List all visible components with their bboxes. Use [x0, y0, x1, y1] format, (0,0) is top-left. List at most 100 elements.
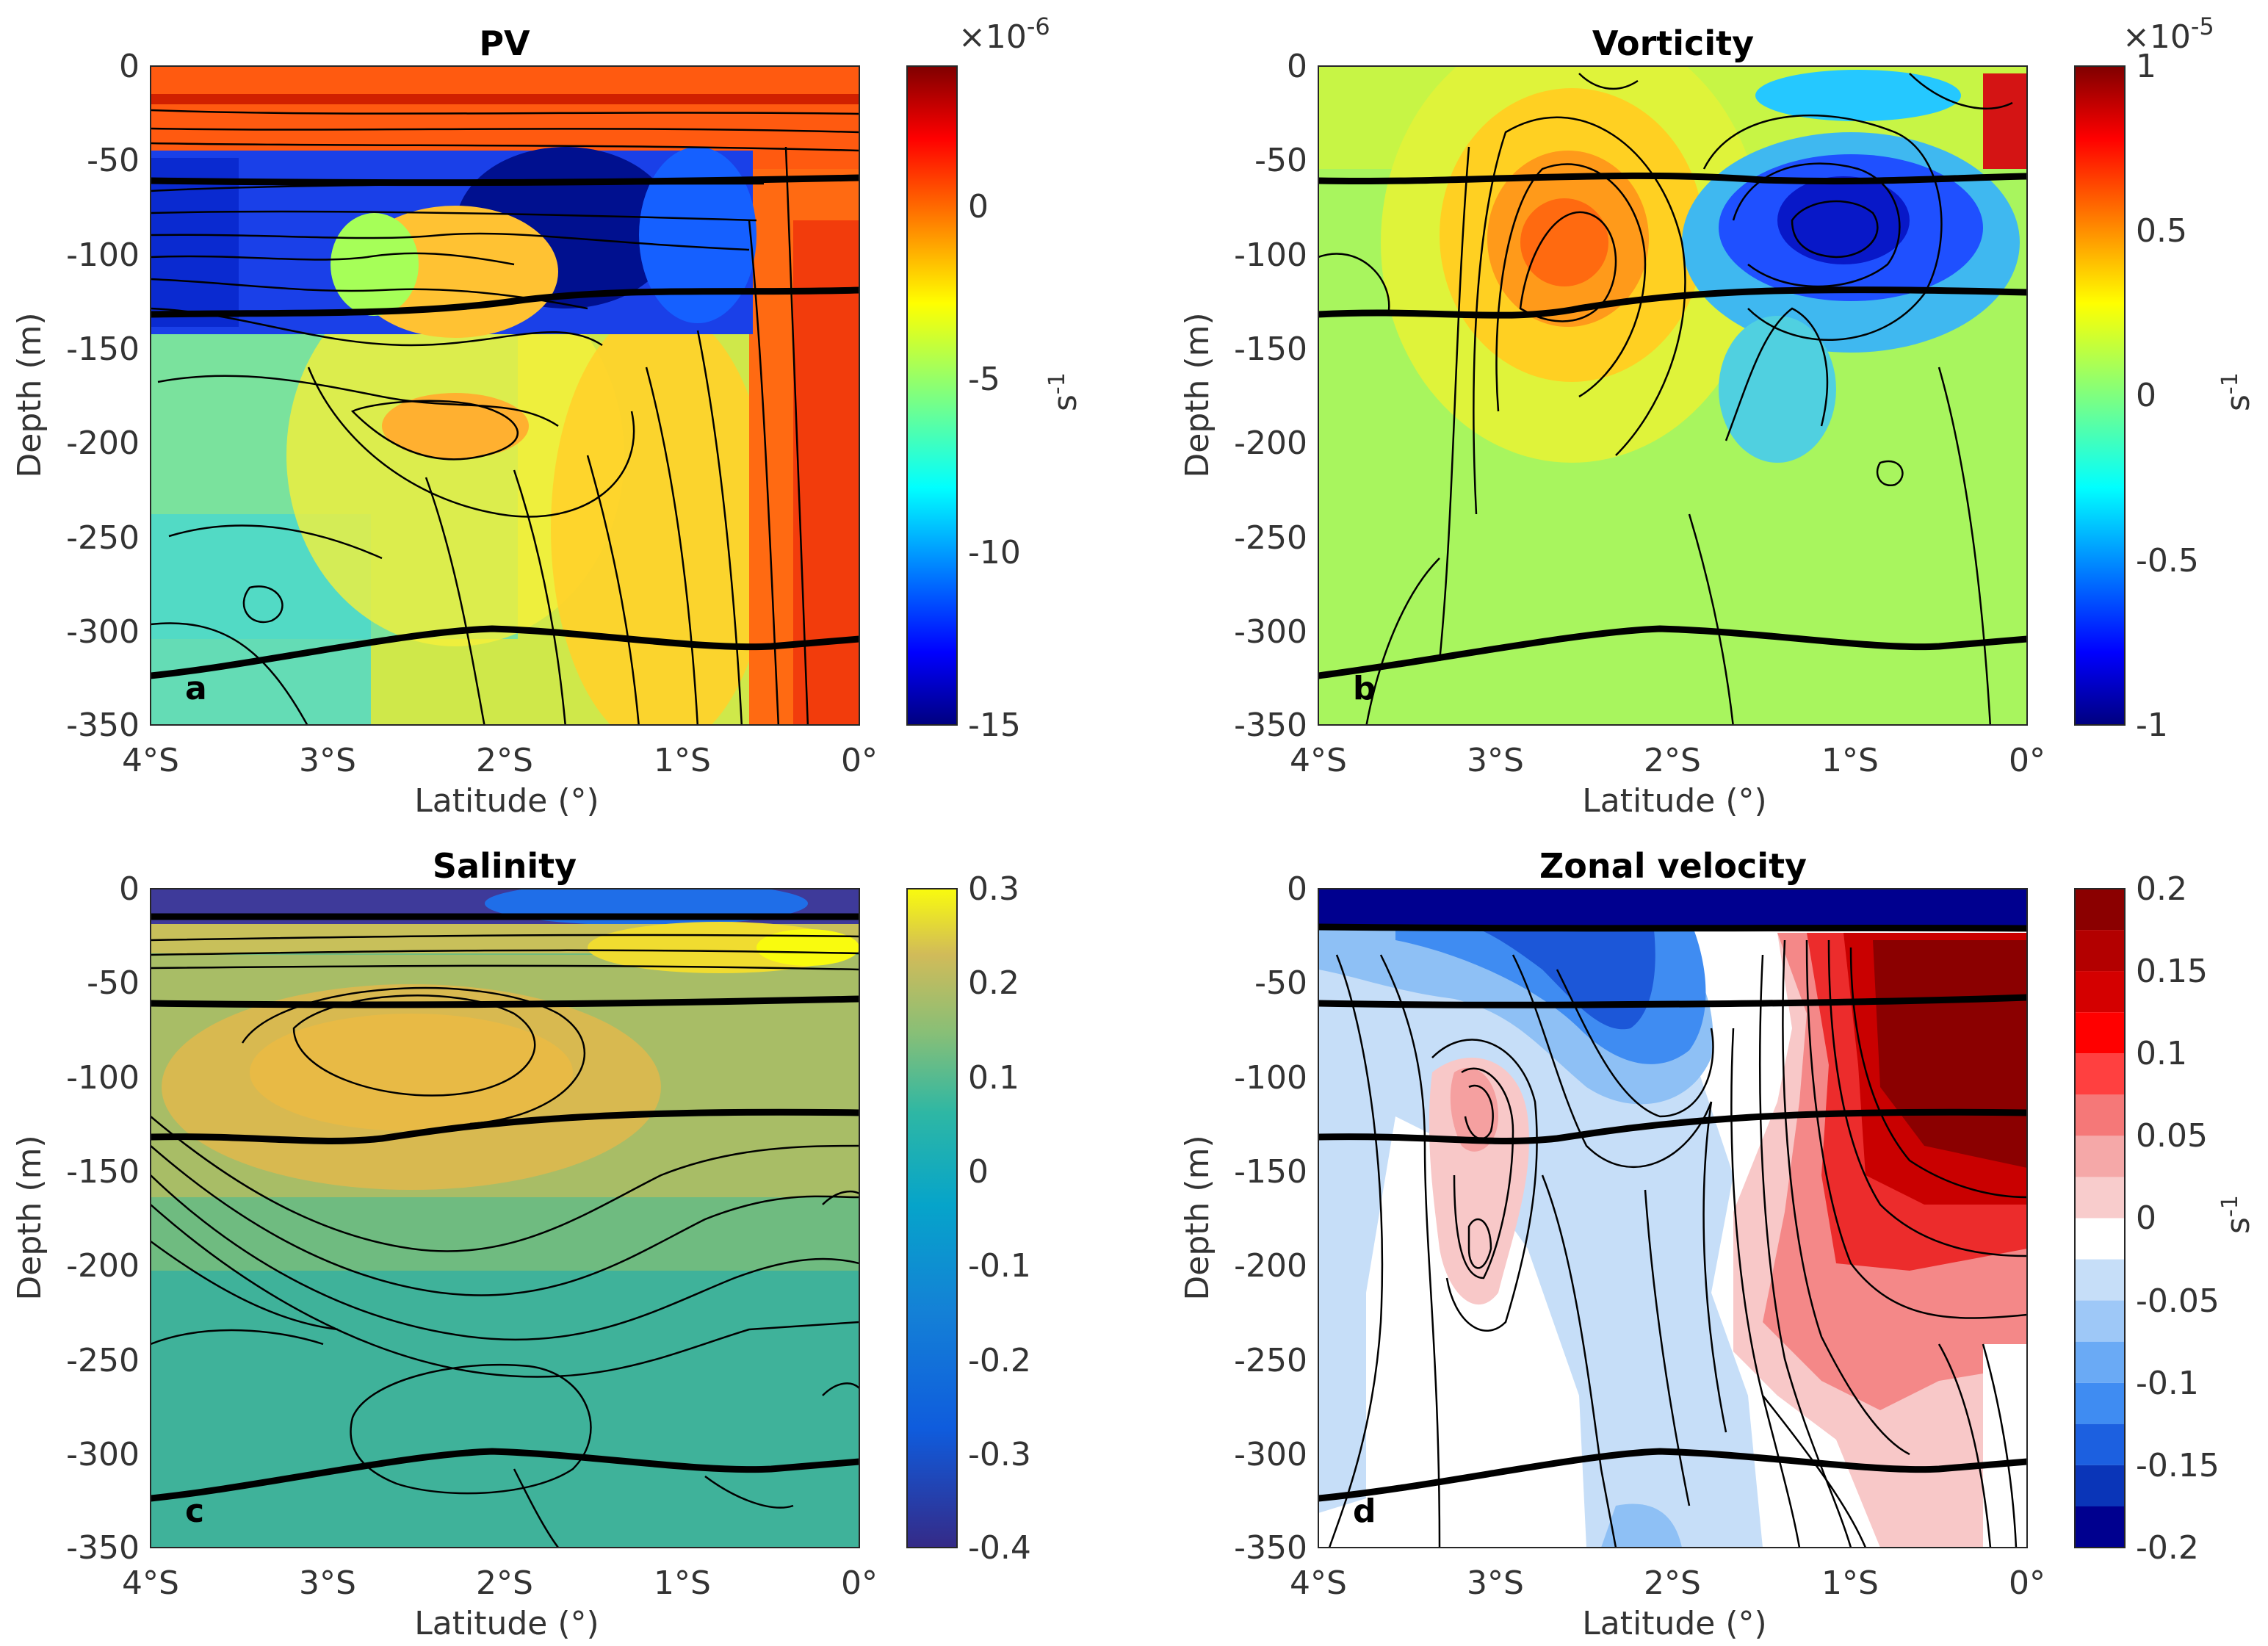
zonal-velocity-cbar-tick: -0.05	[2136, 1282, 2220, 1320]
pv-ytick: -150	[66, 331, 140, 368]
salinity-yticks: 0 -50 -100 -150 -200 -250 -300 -350	[66, 870, 140, 1567]
pv-ytick: -200	[66, 425, 140, 462]
zonal-velocity-xtick: 4°S	[1290, 1564, 1347, 1602]
salinity-ylabel: Depth (m)	[11, 1135, 48, 1300]
pv-xtick: 4°S	[122, 742, 179, 779]
vorticity-cbar-tick: 0	[2136, 377, 2156, 414]
pv-cbar-tick: 0	[968, 188, 989, 225]
pv-ytick: -100	[66, 237, 140, 274]
vorticity-cbar-tick: 0.5	[2136, 212, 2187, 250]
salinity-title: Salinity	[433, 846, 577, 886]
zonal-velocity-panel-label: d	[1353, 1492, 1376, 1530]
pv-isopycnals	[151, 174, 859, 679]
vorticity-colorbar-ramp	[2074, 65, 2126, 726]
vorticity-cbar-tick: 1	[2136, 48, 2156, 85]
panel-salinity: Salinity c Latitude (°) Depth (m) 0 -50 …	[11, 846, 1031, 1642]
salinity-cbar-tick: -0.1	[968, 1247, 1031, 1285]
salinity-xticks: 4°S 3°S 2°S 1°S 0°	[122, 1564, 878, 1602]
salinity-xtick: 3°S	[299, 1564, 356, 1602]
salinity-ytick: -100	[66, 1059, 140, 1097]
salinity-colorbar: 0.3 0.2 0.1 0 -0.1 -0.2 -0.3 -0.4	[906, 870, 1031, 1567]
salinity-contours	[151, 934, 859, 1548]
vorticity-cbar-tick: -1	[2136, 707, 2168, 744]
vorticity-cbar-unit: s-1	[2217, 372, 2257, 411]
pv-xtick: 0°	[841, 742, 878, 779]
salinity-ytick: -150	[66, 1153, 140, 1191]
pv-cbar-multiplier: ×10-6	[958, 12, 1050, 56]
salinity-ytick: -300	[66, 1436, 140, 1473]
pv-xtick: 3°S	[299, 742, 356, 779]
vorticity-ytick: -250	[1234, 519, 1307, 557]
vorticity-cbar-multiplier: ×10-5	[2123, 12, 2214, 56]
vorticity-xtick: 0°	[2009, 742, 2045, 779]
zonal-velocity-ytick: -50	[1254, 964, 1307, 1002]
zonal-velocity-axes-frame	[1318, 888, 2028, 1548]
panel-zonal-velocity: Zonal velocity d Latitude (°) Depth (m) …	[1179, 846, 2257, 1642]
salinity-ytick: -250	[66, 1342, 140, 1379]
zonal-velocity-ytick: 0	[1287, 870, 1307, 908]
pv-ytick: 0	[119, 48, 140, 85]
zonal-velocity-cbar-tick: -0.1	[2136, 1365, 2199, 1402]
vorticity-isopycnals	[1318, 172, 2027, 679]
salinity-xlabel: Latitude (°)	[414, 1605, 599, 1642]
salinity-xtick: 2°S	[476, 1564, 533, 1602]
pv-panel-label: a	[185, 670, 207, 707]
vorticity-ytick: 0	[1287, 48, 1307, 85]
zonal-velocity-xlabel: Latitude (°)	[1582, 1605, 1766, 1642]
pv-cbar-tick: -15	[968, 707, 1021, 744]
zonal-velocity-ytick: -350	[1234, 1529, 1307, 1567]
salinity-cbar-tick: -0.2	[968, 1342, 1031, 1379]
pv-field	[151, 66, 859, 725]
pv-ytick: -350	[66, 707, 140, 744]
pv-ytick: -300	[66, 613, 140, 651]
salinity-xtick: 1°S	[654, 1564, 711, 1602]
salinity-axes-frame	[150, 888, 860, 1548]
pv-colorbar: 0 -5 -10 -15 ×10-6 s-1	[906, 12, 1084, 744]
vorticity-ytick: -100	[1234, 237, 1307, 274]
zonal-velocity-cbar-tick: 0.15	[2136, 953, 2208, 990]
vorticity-xtick: 1°S	[1821, 742, 1879, 779]
vorticity-ylabel: Depth (m)	[1179, 312, 1216, 477]
salinity-ytick: -200	[66, 1247, 140, 1285]
zonal-velocity-ytick: -300	[1234, 1436, 1307, 1473]
zonal-velocity-colorbar-steps	[2075, 889, 2125, 1548]
zonal-velocity-xtick: 1°S	[1821, 1564, 1879, 1602]
vorticity-ytick: -350	[1234, 707, 1307, 744]
zonal-velocity-isopycnals	[1318, 923, 2027, 1502]
vorticity-yticks: 0 -50 -100 -150 -200 -250 -300 -350	[1234, 48, 1307, 744]
vorticity-xlabel: Latitude (°)	[1582, 782, 1766, 820]
pv-axes-frame	[150, 65, 860, 726]
salinity-xtick: 4°S	[122, 1564, 179, 1602]
vorticity-colorbar: 1 0.5 0 -0.5 -1 ×10-5 s-1	[2074, 12, 2257, 744]
pv-ytick: -50	[87, 142, 140, 179]
zonal-velocity-xticks: 4°S 3°S 2°S 1°S 0°	[1290, 1564, 2045, 1602]
zonal-velocity-title: Zonal velocity	[1539, 846, 1807, 886]
zonal-velocity-cbar-tick: 0.05	[2136, 1117, 2208, 1155]
vorticity-field	[1318, 66, 2027, 725]
zonal-velocity-xtick: 3°S	[1467, 1564, 1524, 1602]
pv-ytick: -250	[66, 519, 140, 557]
panel-vorticity: Vorticity b Latitude (°) Depth (m) 0 -50…	[1179, 12, 2257, 820]
panel-pv: PV a Latitude (°) Depth (m) 0 -50 -100 -…	[11, 12, 1084, 820]
zonal-velocity-ytick: -250	[1234, 1342, 1307, 1379]
zonal-velocity-cbar-tick: 0.1	[2136, 1035, 2187, 1072]
pv-xtick: 1°S	[654, 742, 711, 779]
pv-cbar-unit: s-1	[1044, 372, 1084, 411]
vorticity-title: Vorticity	[1592, 24, 1754, 63]
salinity-cbar-tick: -0.3	[968, 1436, 1031, 1473]
zonal-velocity-colorbar-frame	[2074, 888, 2126, 1548]
vorticity-ytick: -50	[1254, 142, 1307, 179]
zonal-velocity-colorbar: 0.2 0.15 0.1 0.05 0 -0.05 -0.1 -0.15 -0.…	[2074, 870, 2257, 1567]
salinity-panel-label: c	[185, 1492, 204, 1530]
zonal-velocity-cbar-tick: -0.15	[2136, 1447, 2220, 1484]
vorticity-cbar-tick: -0.5	[2136, 542, 2199, 580]
vorticity-ytick: -300	[1234, 613, 1307, 651]
pv-xtick: 2°S	[476, 742, 533, 779]
zonal-velocity-cbar-tick: 0.2	[2136, 870, 2187, 908]
salinity-cbar-tick: -0.4	[968, 1529, 1031, 1567]
pv-contours	[151, 109, 859, 725]
salinity-xtick: 0°	[841, 1564, 878, 1602]
salinity-cbar-tick: 0.2	[968, 964, 1019, 1002]
zonal-velocity-xtick: 2°S	[1644, 1564, 1701, 1602]
